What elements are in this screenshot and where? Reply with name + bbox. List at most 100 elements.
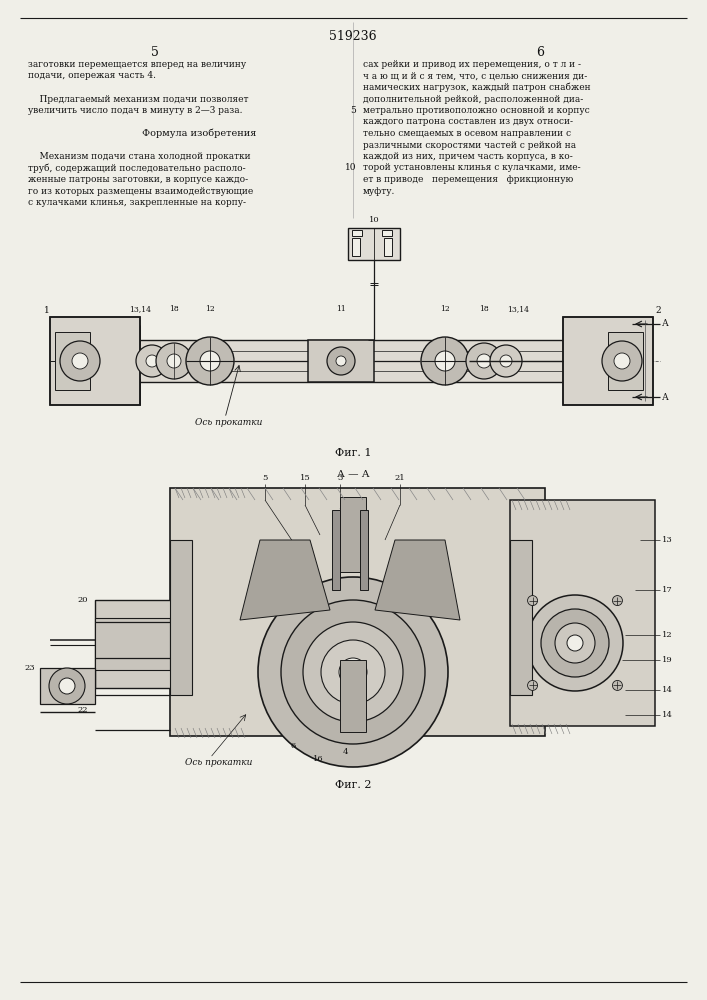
- Text: 6: 6: [536, 46, 544, 59]
- Text: 16: 16: [312, 755, 323, 763]
- Circle shape: [527, 595, 623, 691]
- Bar: [332, 510, 340, 590]
- Bar: [55, 332, 90, 390]
- Text: 5: 5: [350, 106, 356, 115]
- Text: 13,14: 13,14: [129, 305, 151, 313]
- Bar: [563, 317, 653, 405]
- Circle shape: [527, 680, 537, 690]
- Circle shape: [614, 353, 630, 369]
- Text: намических нагрузок, каждый патрон снабжен: намических нагрузок, каждый патрон снабж…: [363, 83, 590, 93]
- Text: тельно смещаемых в осевом направлении с: тельно смещаемых в осевом направлении с: [363, 129, 571, 138]
- Circle shape: [59, 678, 75, 694]
- Text: 10: 10: [344, 163, 356, 172]
- Bar: [608, 332, 643, 390]
- Text: 12: 12: [662, 631, 672, 639]
- Text: 19: 19: [662, 656, 673, 664]
- Text: 22: 22: [78, 706, 88, 714]
- Text: каждого патрона составлен из двух относи-: каждого патрона составлен из двух относи…: [363, 117, 573, 126]
- Text: А — А: А — А: [337, 470, 369, 479]
- Circle shape: [167, 354, 181, 368]
- Bar: [50, 317, 140, 405]
- Text: 13,14: 13,14: [507, 305, 529, 313]
- Text: 519236: 519236: [329, 30, 377, 43]
- Circle shape: [146, 355, 158, 367]
- Text: Предлагаемый механизм подачи позволяет: Предлагаемый механизм подачи позволяет: [28, 95, 248, 104]
- Bar: [563, 317, 653, 405]
- Text: 11: 11: [336, 305, 346, 313]
- Bar: [50, 317, 140, 405]
- Bar: [40, 668, 95, 704]
- Circle shape: [60, 341, 100, 381]
- Text: 5: 5: [262, 474, 268, 482]
- Bar: [348, 228, 400, 260]
- Bar: [146, 347, 158, 375]
- Text: 5: 5: [151, 46, 159, 59]
- Text: 18: 18: [479, 305, 489, 313]
- Text: 15: 15: [300, 474, 310, 482]
- Bar: [340, 497, 366, 572]
- Text: Формула изобретения: Формула изобретения: [114, 129, 256, 138]
- Text: каждой из них, причем часть корпуса, в ко-: каждой из них, причем часть корпуса, в к…: [363, 152, 573, 161]
- Bar: [384, 238, 392, 256]
- Circle shape: [156, 343, 192, 379]
- Text: 14: 14: [662, 711, 673, 719]
- Circle shape: [421, 337, 469, 385]
- Circle shape: [477, 354, 491, 368]
- Bar: [352, 238, 360, 256]
- Circle shape: [612, 596, 622, 606]
- Text: 17: 17: [662, 586, 673, 594]
- Text: 6: 6: [291, 742, 296, 750]
- Circle shape: [49, 668, 85, 704]
- Text: 23: 23: [24, 664, 35, 672]
- Text: сах рейки и привод их перемещения, о т л и -: сах рейки и привод их перемещения, о т л…: [363, 60, 581, 69]
- Circle shape: [136, 345, 168, 377]
- Text: 13: 13: [662, 536, 673, 544]
- Text: 3: 3: [337, 474, 343, 482]
- Bar: [382, 230, 392, 236]
- Circle shape: [186, 337, 234, 385]
- Circle shape: [303, 622, 403, 722]
- Circle shape: [258, 577, 448, 767]
- Circle shape: [602, 341, 642, 381]
- Text: 1: 1: [45, 306, 50, 315]
- Text: метрально противоположно основной и корпус: метрально противоположно основной и корп…: [363, 106, 590, 115]
- Circle shape: [200, 351, 220, 371]
- Text: заготовки перемещается вперед на величину: заготовки перемещается вперед на величин…: [28, 60, 246, 69]
- Text: ет в приводе   перемещения   фрикционную: ет в приводе перемещения фрикционную: [363, 175, 573, 184]
- Text: 12: 12: [205, 305, 215, 313]
- Text: 18: 18: [169, 305, 179, 313]
- Bar: [510, 540, 532, 695]
- Text: увеличить число подач в минуту в 2—3 раза.: увеличить число подач в минуту в 2—3 раз…: [28, 106, 243, 115]
- Text: муфту.: муфту.: [363, 186, 395, 196]
- Text: женные патроны заготовки, в корпусе каждо-: женные патроны заготовки, в корпусе кажд…: [28, 175, 248, 184]
- Circle shape: [490, 345, 522, 377]
- Bar: [170, 488, 545, 736]
- Text: 20: 20: [78, 596, 88, 604]
- Bar: [68, 340, 633, 382]
- Text: 12: 12: [440, 305, 450, 313]
- Bar: [95, 618, 170, 670]
- Bar: [510, 500, 655, 726]
- Circle shape: [72, 353, 88, 369]
- Text: подачи, опережая часть 4.: подачи, опережая часть 4.: [28, 72, 156, 81]
- Text: 2: 2: [655, 306, 660, 315]
- Text: с кулачками клинья, закрепленные на корпу-: с кулачками клинья, закрепленные на корп…: [28, 198, 246, 207]
- Text: торой установлены клинья с кулачками, име-: торой установлены клинья с кулачками, им…: [363, 163, 580, 172]
- Circle shape: [327, 347, 355, 375]
- Bar: [360, 510, 368, 590]
- Bar: [170, 540, 192, 695]
- Circle shape: [339, 658, 367, 686]
- Text: Ось прокатки: Ось прокатки: [185, 758, 252, 767]
- Bar: [340, 660, 366, 732]
- Text: 14: 14: [662, 686, 673, 694]
- Text: 10: 10: [368, 216, 380, 224]
- Text: го из которых размещены взаимодействующие: го из которых размещены взаимодействующи…: [28, 186, 253, 196]
- Circle shape: [555, 623, 595, 663]
- Circle shape: [281, 600, 425, 744]
- Bar: [95, 600, 190, 688]
- Circle shape: [612, 680, 622, 690]
- Bar: [308, 340, 374, 382]
- Polygon shape: [240, 540, 330, 620]
- Text: 21: 21: [395, 474, 405, 482]
- Polygon shape: [375, 540, 460, 620]
